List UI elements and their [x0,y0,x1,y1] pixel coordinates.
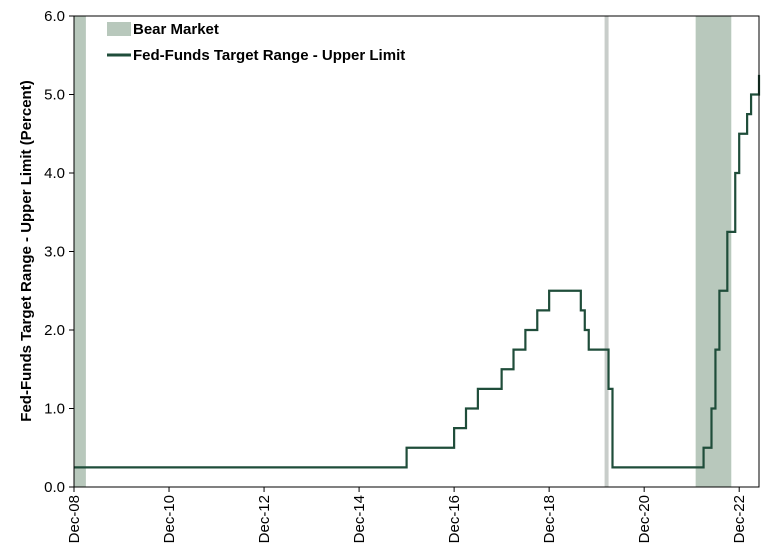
y-tick-label: 4.0 [44,165,65,182]
legend-line-label: Fed-Funds Target Range - Upper Limit [133,47,405,64]
y-tick-label: 3.0 [44,244,65,261]
bear-market-bands [74,16,732,487]
y-axis-title: Fed-Funds Target Range - Upper Limit (Pe… [18,80,35,421]
legend: Bear Market Fed-Funds Target Range - Upp… [107,21,405,64]
x-tick-label: Dec-14 [351,495,368,543]
y-tick-labels: 0.0 1.0 2.0 3.0 4.0 5.0 6.0 [44,8,65,496]
bear-market-band-1 [74,16,86,487]
x-tick-label: Dec-16 [446,495,463,543]
bear-market-band-3 [695,16,732,487]
x-tick-labels: Dec-08 Dec-10 Dec-12 Dec-14 Dec-16 Dec-18 Dec-… [66,495,748,543]
y-tick-label: 0.0 [44,479,65,496]
bear-market-band-2 [604,16,609,487]
y-tick-label: 2.0 [44,322,65,339]
series-line-fed-funds [74,74,761,469]
axes [69,15,740,492]
legend-bear-swatch [107,22,131,36]
plot-frame [73,15,760,488]
legend-bear-label: Bear Market [133,21,219,38]
x-tick-label: Dec-18 [541,495,558,543]
x-tick-label: Dec-08 [66,495,83,543]
x-tick-label: Dec-10 [161,495,178,543]
x-tick-label: Dec-22 [731,495,748,543]
y-tick-label: 6.0 [44,8,65,25]
x-tick-label: Dec-12 [256,495,273,543]
y-tick-label: 5.0 [44,87,65,104]
x-tick-label: Dec-20 [636,495,653,543]
y-tick-label: 1.0 [44,401,65,418]
series-lines [74,74,761,469]
